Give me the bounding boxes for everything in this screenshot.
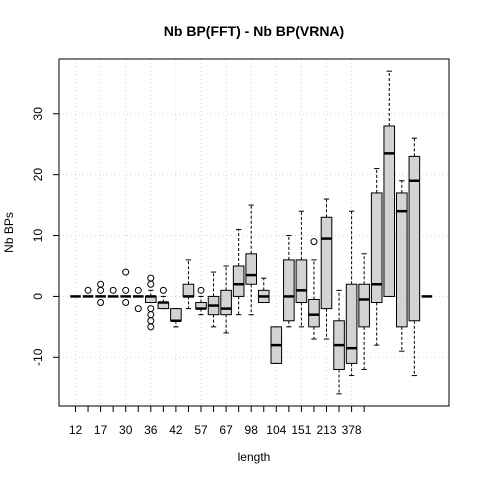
x-tick-label: 17 [94,423,108,437]
outlier-point [122,286,130,294]
x-tick-label: 67 [219,423,233,437]
x-tick-label: 12 [69,423,83,437]
box [408,155,421,322]
y-tick-label: 0 [31,293,45,300]
box [370,192,383,304]
box [308,298,320,328]
outlier-point [310,238,318,246]
x-tick-label: 42 [169,423,183,437]
y-tick-label: 30 [31,107,45,121]
outlier-point [97,299,105,307]
box [295,259,308,304]
x-tick-label: 213 [316,423,336,437]
box [220,289,232,316]
box [320,216,333,310]
y-tick-label: -10 [31,348,45,366]
x-tick-label: 30 [119,423,133,437]
x-tick-label: 57 [194,423,208,437]
outlier-point [147,280,155,288]
x-tick-label: 378 [342,423,362,437]
outlier-point [197,286,205,294]
box [345,283,358,364]
outlier-point [134,286,142,294]
y-axis-label: Nb BPs [2,212,16,253]
x-axis-label: length [238,450,271,464]
outlier-point [122,299,130,307]
box [232,265,245,297]
chart-title: Nb BP(FFT) - Nb BP(VRNA) [164,23,344,39]
outlier-point [159,286,167,294]
y-axis: -10 0 10 20 30 [31,107,60,366]
outlier-point [122,268,130,276]
y-tick-label: 10 [31,229,45,243]
box [245,253,257,285]
x-tick-label: 151 [291,423,311,437]
outlier-point [109,286,117,294]
x-tick-label: 104 [266,423,286,437]
x-tick-label: 98 [245,423,259,437]
box [182,283,195,297]
box [170,308,182,322]
outlier-layer [84,238,318,331]
box [396,192,408,328]
outlier-point [147,323,155,331]
box [383,125,396,297]
outlier-point [84,286,92,294]
y-tick-label: 20 [31,168,45,182]
box-layer [70,125,433,370]
outlier-point [97,286,105,294]
box [358,283,370,328]
x-axis: 12 17 30 36 42 57 67 98 104 151 213 378 [69,405,365,437]
outlier-point [134,305,142,313]
box [283,259,295,322]
x-tick-label: 36 [144,423,158,437]
